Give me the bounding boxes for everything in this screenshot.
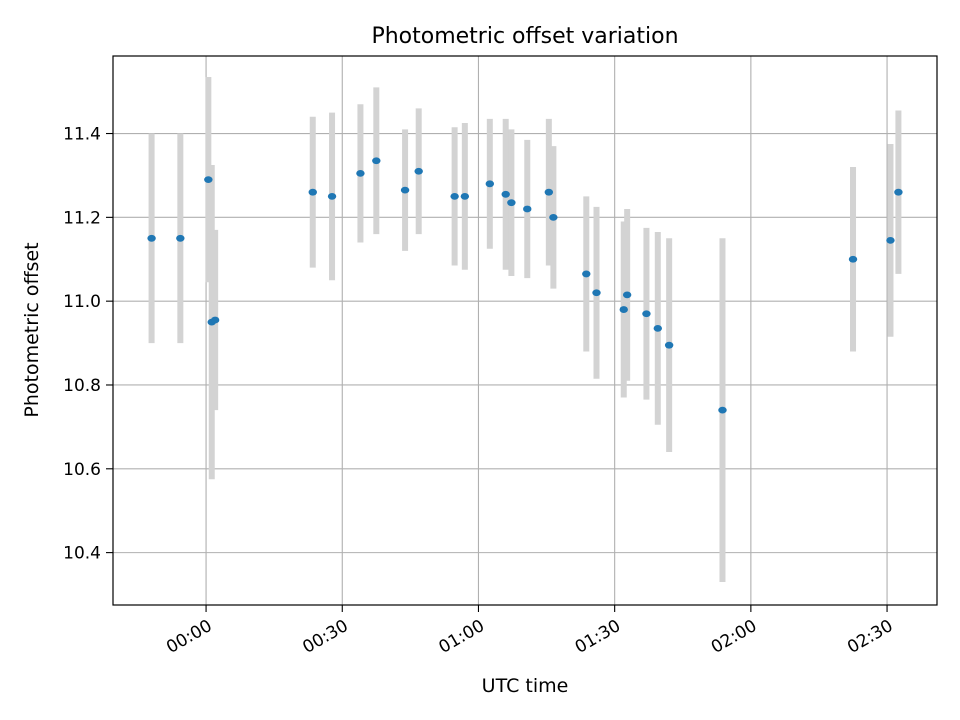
data-point	[507, 199, 516, 207]
data-point	[204, 176, 213, 184]
y-tick-label: 10.8	[63, 376, 101, 396]
data-point	[664, 341, 674, 349]
y-tick-label: 11.2	[63, 208, 101, 228]
data-point	[619, 306, 628, 313]
data-point	[848, 255, 858, 263]
data-point	[582, 270, 591, 278]
y-tick-label: 11.4	[63, 125, 101, 145]
data-point	[894, 188, 903, 196]
data-point	[400, 186, 410, 194]
data-point	[147, 234, 156, 242]
data-point	[653, 325, 662, 332]
data-point	[622, 291, 632, 299]
y-axis-label: Photometric offset	[21, 242, 43, 417]
y-tick-label: 10.6	[63, 460, 101, 480]
y-tick-label: 10.4	[63, 544, 101, 564]
data-point	[592, 289, 601, 297]
data-point	[356, 169, 365, 177]
ticks: 00:00 00:30 01:00 01:30 02:00 02:3010.410.610…	[63, 125, 896, 658]
plot-frame	[112, 55, 938, 606]
data-point	[372, 157, 381, 165]
x-axis-label: UTC time	[482, 675, 569, 697]
data-point	[327, 192, 337, 200]
data-point	[450, 192, 459, 200]
data-layer	[147, 76, 903, 582]
data-point	[886, 236, 895, 244]
data-point	[523, 205, 532, 213]
data-point	[460, 192, 470, 200]
grid	[113, 56, 937, 605]
data-point	[414, 167, 423, 175]
data-point	[176, 234, 185, 242]
data-point	[549, 213, 558, 221]
chart-title: Photometric offset variation	[371, 24, 678, 49]
data-point	[210, 316, 220, 324]
data-point	[485, 180, 495, 188]
data-point	[544, 188, 554, 196]
data-point	[501, 190, 510, 198]
data-point	[308, 188, 317, 196]
y-tick-label: 11.0	[63, 292, 101, 312]
data-point	[718, 406, 727, 414]
data-point	[642, 310, 651, 318]
